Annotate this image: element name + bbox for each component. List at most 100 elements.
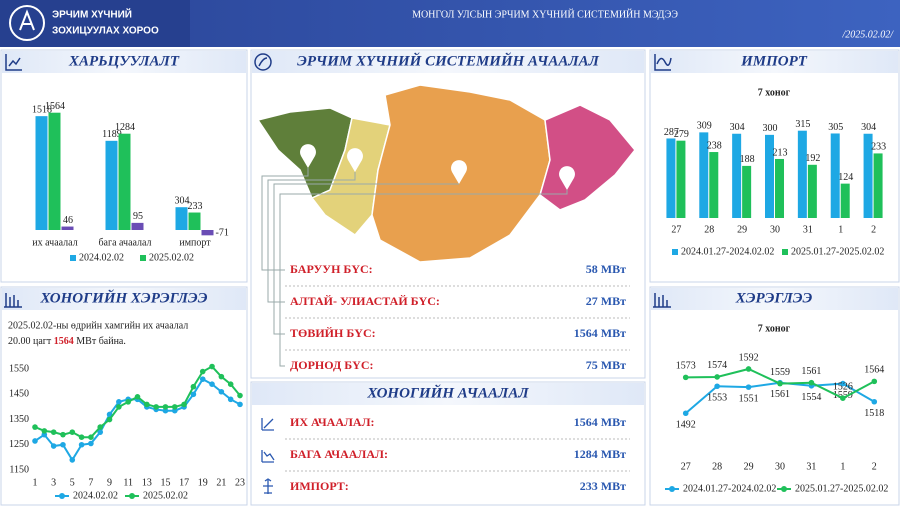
point <box>60 441 66 448</box>
point <box>50 429 57 435</box>
point <box>69 429 76 435</box>
point <box>840 380 846 387</box>
data-label: 1564 <box>45 101 65 112</box>
legend-label: 2025.01.27-2025.02.02 <box>791 246 884 257</box>
point <box>745 366 752 372</box>
x-tick-label: 30 <box>775 461 785 472</box>
annotation: 20.00 цагт 1564 МВт байна. <box>8 336 126 347</box>
point <box>190 383 197 390</box>
bar <box>35 116 48 230</box>
point <box>227 381 234 387</box>
legend-swatch <box>140 255 146 261</box>
bar <box>201 230 214 236</box>
row-icons <box>261 418 275 494</box>
y-tick-label: 1250 <box>9 439 29 450</box>
point <box>88 434 94 440</box>
data-label: 1553 <box>707 393 727 404</box>
data-label: 304 <box>730 122 745 133</box>
data-label: 304 <box>175 195 190 206</box>
region-name: АЛТАЙ- УЛИАСТАЙ БҮС: <box>290 294 440 308</box>
x-tick-label: 1 <box>838 224 843 235</box>
data-label: 1561 <box>770 389 790 400</box>
bar <box>188 212 201 230</box>
point <box>78 441 85 448</box>
bar <box>676 140 686 218</box>
point <box>50 443 57 449</box>
region-value: 1564 МВт <box>574 326 626 340</box>
bar <box>131 222 144 230</box>
legend-swatch <box>672 249 678 255</box>
legend-swatch <box>70 255 76 261</box>
point <box>190 391 197 398</box>
point <box>32 424 38 430</box>
bar <box>118 133 131 230</box>
point <box>745 384 752 390</box>
load-name: БАГА АЧААЛАЛ: <box>290 447 388 461</box>
x-tick-label: 31 <box>806 461 816 472</box>
legend-label: 2025.02.02 <box>149 252 194 263</box>
header-date: /2025.02.02/ <box>841 29 894 40</box>
point <box>41 428 48 434</box>
x-tick-label: импорт <box>179 237 211 248</box>
bar <box>830 133 840 218</box>
logo-mark <box>19 9 35 31</box>
data-label: 238 <box>707 140 722 151</box>
x-tick-label: 23 <box>235 477 245 488</box>
legend-label: 2024.02.02 <box>79 252 124 263</box>
data-label: 233 <box>188 201 203 212</box>
bar <box>699 132 709 218</box>
point <box>116 404 122 410</box>
data-label: 315 <box>795 119 810 130</box>
x-tick-label: 1 <box>840 461 845 472</box>
bar <box>797 130 807 218</box>
data-label: 287 <box>664 127 679 138</box>
data-label: 305 <box>828 122 843 133</box>
bar <box>175 207 188 230</box>
chart-subtitle: 7 хоног <box>758 323 791 334</box>
point <box>209 363 215 370</box>
data-label: 1554 <box>801 392 821 403</box>
line <box>34 377 241 462</box>
annotation: 20.00 цагт <box>8 336 52 347</box>
x-tick-label: 28 <box>712 461 722 472</box>
data-label: 95 <box>133 211 143 222</box>
data-label: 1559 <box>833 390 853 401</box>
x-tick-label: 2 <box>872 461 877 472</box>
panel-title: ХОНОГИЙН АЧААЛАЛ <box>366 383 529 401</box>
org-name: ЭРЧИМ ХҮЧНИЙ <box>52 8 132 21</box>
point <box>171 404 178 410</box>
legend-swatch <box>59 493 65 499</box>
region-name: ДОРНОД БҮС: <box>290 358 374 372</box>
x-tick-label: 7 <box>88 477 93 488</box>
data-label: 1551 <box>739 393 759 404</box>
logo <box>9 5 45 41</box>
bar <box>873 153 883 218</box>
legend-label: 2024.01.27-2024.02.02 <box>681 246 774 257</box>
legend-swatch <box>781 486 787 492</box>
data-label: 233 <box>871 142 886 153</box>
point <box>88 440 94 447</box>
annotation: 2025.02.02-ны өдрийн хамгийн их ачаалал <box>8 320 188 331</box>
x-tick-label: 3 <box>51 477 56 488</box>
legend-label: 2024.02.02 <box>73 490 118 501</box>
data-label: 300 <box>763 123 778 134</box>
bar <box>840 183 850 218</box>
connectors <box>261 168 568 367</box>
load-name: ИХ АЧААЛАЛ: <box>290 415 375 429</box>
point <box>106 416 113 423</box>
point <box>60 431 66 438</box>
point <box>682 374 689 381</box>
data-label: 279 <box>674 129 689 140</box>
x-tick-label: 19 <box>198 477 208 488</box>
point <box>871 398 878 405</box>
load-value: 1284 МВт <box>574 447 626 461</box>
panel-borders <box>0 49 900 506</box>
data-label: 124 <box>838 172 853 183</box>
point <box>181 401 187 408</box>
panel-title: ХЭРЭГЛЭЭ <box>735 290 813 306</box>
x-tick-label: бага ачаалал <box>98 237 151 248</box>
point <box>116 399 122 405</box>
x-tick-label: 11 <box>123 477 133 488</box>
point <box>106 411 113 418</box>
